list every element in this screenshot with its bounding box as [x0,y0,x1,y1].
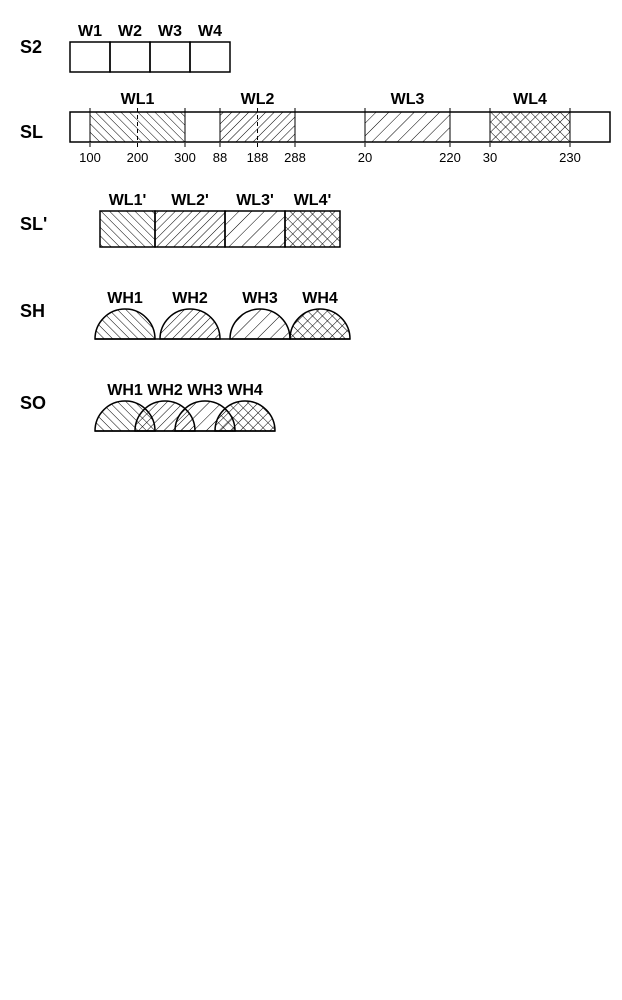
segment-label-WL1: WL1 [121,91,155,108]
tick-label: 200 [127,150,149,165]
row-label-SH: SH [20,301,70,322]
tick-label: 300 [174,150,196,165]
segment-WL4' [285,211,340,247]
hump-WH4 [215,401,275,431]
cell-label-W4: W4 [198,23,222,40]
hump-label-WH1: WH1 [107,290,143,307]
tick-label: 100 [79,150,101,165]
segment-label-WL3: WL3 [391,91,425,108]
row-label-SLp: SL' [20,214,70,235]
row-label-SO: SO [20,393,70,414]
diagram-SH: WH1 WH2 WH3 WH4 [70,271,610,351]
cell-W4 [190,42,230,72]
row-label-SL: SL [20,122,70,143]
tick-label: 88 [213,150,227,165]
hump-WH3 [230,309,290,339]
segment-WL3' [225,211,285,247]
cell-W3 [150,42,190,72]
segment-WL1' [100,211,155,247]
segment-WL2' [155,211,225,247]
cell-label-W2: W2 [118,23,142,40]
hump-label-WH2: WH2 [147,382,183,399]
segment-WL4 [490,112,570,142]
segment-label-WL4: WL4 [513,91,547,108]
segment-WL3 [365,112,450,142]
hump-WH2 [160,309,220,339]
diagram-SO: WH1WH2WH3WH4 [70,363,610,443]
tick-label: 230 [559,150,581,165]
hump-WH1 [95,309,155,339]
row-SL: SL WL1 100 200 300 WL2 88 188 288 WL3 20 220 WL4 30 23… [20,87,602,177]
cell-W1 [70,42,110,72]
diagram-SLp: WL1' WL2' WL3' WL4' [70,189,610,259]
cell-label-W1: W1 [78,23,102,40]
diagram-S2: W1 W2 W3 W4 [70,20,610,75]
hump-label-WH3: WH3 [242,290,278,307]
row-S2: S2 W1 W2 W3 W4 [20,20,602,75]
row-SH: SH WH1 WH2 WH3 WH4 [20,271,602,351]
segment-label-WL1': WL1' [109,192,147,209]
tick-label: 20 [358,150,372,165]
row-SLp: SL' WL1' WL2' WL3' WL4' [20,189,602,259]
diagram-SL: WL1 100 200 300 WL2 88 188 288 WL3 20 220 WL4 30 230 [70,87,610,177]
tick-label: 288 [284,150,306,165]
tick-label: 220 [439,150,461,165]
hump-WH4 [290,309,350,339]
cell-W2 [110,42,150,72]
segment-label-WL2: WL2 [241,91,275,108]
hump-label-WH4: WH4 [227,382,263,399]
row-SO: SO WH1WH2WH3WH4 [20,363,602,443]
segment-label-WL3': WL3' [236,192,274,209]
hump-label-WH2: WH2 [172,290,208,307]
cell-label-W3: W3 [158,23,182,40]
row-label-S2: S2 [20,37,70,58]
segment-label-WL4': WL4' [294,192,332,209]
hump-label-WH1: WH1 [107,382,143,399]
hump-label-WH3: WH3 [187,382,223,399]
hump-label-WH4: WH4 [302,290,338,307]
tick-label: 188 [247,150,269,165]
tick-label: 30 [483,150,497,165]
segment-label-WL2': WL2' [171,192,209,209]
